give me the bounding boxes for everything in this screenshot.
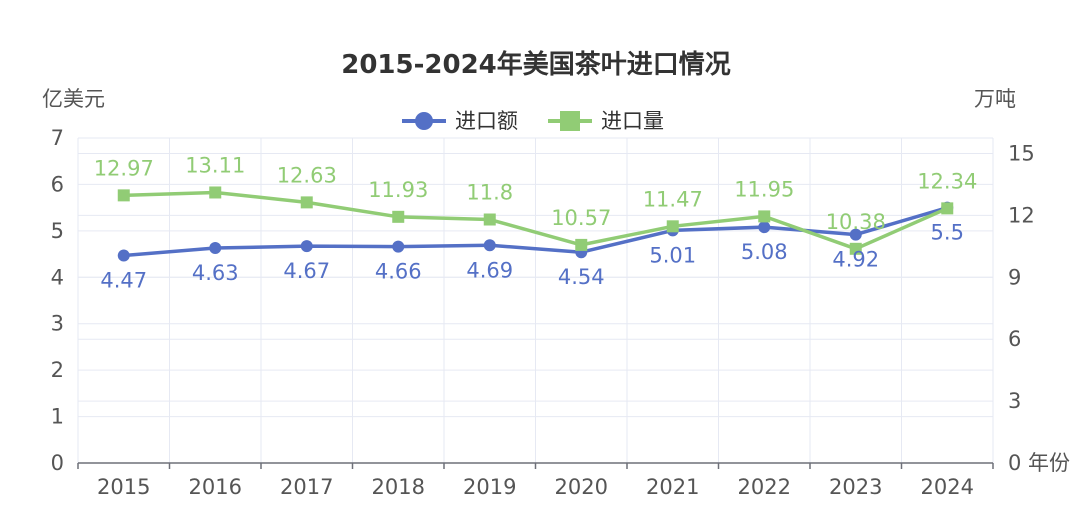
left-axis-tick-label: 4 bbox=[51, 265, 64, 289]
data-point-volume bbox=[849, 242, 862, 255]
data-point-volume bbox=[666, 220, 679, 233]
legend-label-amount: 进口额 bbox=[455, 109, 518, 133]
data-point-volume bbox=[575, 238, 588, 251]
data-point-amount bbox=[209, 242, 222, 255]
data-label-amount: 4.92 bbox=[832, 248, 879, 272]
data-label-amount: 4.66 bbox=[375, 260, 422, 284]
right-axis-tick-label: 3 bbox=[1008, 389, 1021, 413]
data-label-volume: 11.8 bbox=[466, 181, 513, 205]
data-point-volume bbox=[483, 213, 496, 226]
right-axis-unit: 万吨 bbox=[974, 87, 1016, 111]
data-point-amount bbox=[758, 221, 771, 234]
data-point-amount bbox=[300, 240, 313, 253]
x-axis-tick-label: 2022 bbox=[738, 475, 791, 499]
left-axis-tick-label: 1 bbox=[51, 405, 64, 429]
legend-label-volume: 进口量 bbox=[601, 109, 664, 133]
data-point-volume bbox=[758, 210, 771, 223]
x-axis-unit: 年份 bbox=[1028, 451, 1070, 475]
data-labels: 4.47 4.63 4.67 4.66 4.69 4.54 5.01 5.08 4.92 5.5 1… bbox=[94, 153, 978, 292]
data-point-volume bbox=[117, 189, 130, 202]
left-axis-tick-label: 7 bbox=[51, 126, 64, 150]
data-label-amount: 5.08 bbox=[741, 240, 788, 264]
left-axis-tick-label: 5 bbox=[51, 219, 64, 243]
data-point-amount bbox=[483, 239, 496, 252]
data-point-volume bbox=[300, 196, 313, 209]
data-label-amount: 4.54 bbox=[558, 265, 605, 289]
right-axis-tick-label: 12 bbox=[1008, 203, 1035, 227]
x-axis-tick-label: 2023 bbox=[829, 475, 882, 499]
data-point-amount bbox=[849, 228, 862, 241]
data-label-amount: 4.67 bbox=[283, 259, 330, 283]
x-axis-tick-label: 2018 bbox=[372, 475, 425, 499]
left-axis-tick-label: 2 bbox=[51, 358, 64, 382]
right-axis-tick-label: 6 bbox=[1008, 327, 1021, 351]
data-label-volume: 12.63 bbox=[277, 163, 337, 187]
right-axis-tick-label: 15 bbox=[1008, 141, 1035, 165]
x-axis-tick-label: 2020 bbox=[555, 475, 608, 499]
legend[interactable]: 进口额 进口量 bbox=[402, 109, 664, 133]
chart-title: 2015-2024年美国茶叶进口情况 bbox=[341, 49, 731, 80]
x-axis-tick-label: 2024 bbox=[921, 475, 974, 499]
data-label-volume: 12.97 bbox=[94, 156, 154, 180]
legend-item-volume[interactable]: 进口量 bbox=[548, 109, 664, 133]
data-label-amount: 4.69 bbox=[466, 258, 513, 282]
data-point-amount bbox=[117, 249, 130, 262]
data-label-volume: 11.93 bbox=[368, 178, 428, 202]
data-label-volume: 12.34 bbox=[917, 169, 977, 193]
series-layer bbox=[117, 186, 954, 262]
data-label-amount: 4.47 bbox=[100, 268, 147, 292]
data-label-volume: 10.38 bbox=[826, 210, 886, 234]
x-axis-tick-label: 2017 bbox=[280, 475, 333, 499]
left-axis-tick-label: 0 bbox=[51, 451, 64, 475]
legend-marker-volume bbox=[560, 111, 580, 131]
data-label-amount: 4.63 bbox=[192, 261, 239, 285]
data-label-amount: 5.5 bbox=[931, 221, 964, 245]
data-point-volume bbox=[209, 186, 222, 199]
left-axis-unit: 亿美元 bbox=[42, 87, 105, 111]
data-label-volume: 13.11 bbox=[185, 153, 245, 177]
x-axis-tick-label: 2015 bbox=[97, 475, 150, 499]
legend-marker-amount bbox=[415, 112, 433, 130]
data-label-volume: 10.57 bbox=[551, 206, 611, 230]
data-point-volume bbox=[392, 210, 405, 223]
data-point-volume bbox=[941, 202, 954, 215]
data-label-amount: 5.01 bbox=[649, 243, 696, 267]
x-axis-tick-label: 2021 bbox=[646, 475, 699, 499]
data-point-amount bbox=[392, 240, 405, 253]
series-line-volume bbox=[123, 190, 948, 251]
left-axis-tick-label: 3 bbox=[51, 312, 64, 336]
legend-item-amount[interactable]: 进口额 bbox=[402, 109, 518, 133]
data-label-volume: 11.95 bbox=[734, 177, 794, 201]
right-axis-tick-label: 0 bbox=[1008, 451, 1021, 475]
data-label-volume: 11.47 bbox=[643, 187, 703, 211]
left-axis-tick-label: 6 bbox=[51, 172, 64, 196]
x-axis-tick-label: 2016 bbox=[189, 475, 242, 499]
x-axis-tick-label: 2019 bbox=[463, 475, 516, 499]
right-axis-tick-label: 9 bbox=[1008, 265, 1021, 289]
